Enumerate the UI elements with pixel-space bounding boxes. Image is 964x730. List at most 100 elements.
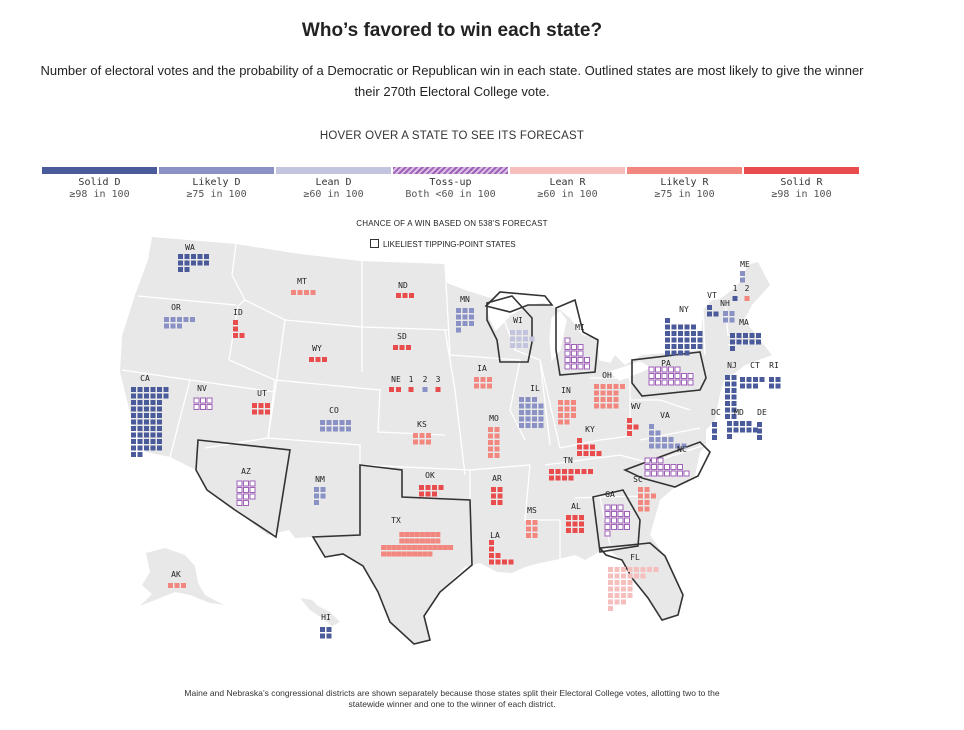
ev-square [577,444,582,450]
ev-square [150,439,156,444]
ev-square [137,400,143,405]
ev-square [697,331,703,336]
ev-square [555,475,561,481]
ev-square [131,393,136,399]
state-label: SC [633,475,643,484]
ev-square [206,404,213,410]
ev-square [525,410,531,415]
state-ca [131,387,169,457]
state-ok [419,485,444,497]
ev-square [164,323,169,329]
ev-square [604,530,611,537]
state-label: AR [492,474,502,483]
ev-square [538,423,544,428]
ev-square [730,346,735,351]
state-label: CT [750,361,760,370]
state-label: NC [677,445,687,454]
legend-label: Solid D [78,177,121,188]
ev-square [526,520,531,525]
tipping-outline-pa [631,351,707,397]
state-oh [594,384,625,409]
ev-square [430,532,436,537]
ev-square [425,485,431,490]
ev-square [409,538,415,544]
ev-square [170,317,176,322]
ev-square [339,426,345,432]
ev-square [469,321,474,326]
ev-square [624,524,630,530]
ev-square [633,424,639,430]
ev-square [756,333,761,338]
ev-square [608,573,613,579]
ev-square [419,439,425,445]
ev-square [733,421,739,426]
ev-square [731,388,737,393]
ev-square [725,401,730,406]
ev-square [249,480,256,487]
ev-square [137,452,143,457]
state-label: SD [397,332,407,341]
ev-square [746,377,752,382]
ev-square [611,504,617,511]
ev-square [665,318,670,323]
ev-square [725,388,730,393]
ev-square [731,375,737,380]
ev-square [655,430,661,436]
ev-square [662,437,667,442]
ev-square [417,545,423,550]
ev-square [564,363,571,370]
ev-square [608,593,613,598]
ev-square [620,384,625,389]
state-wv [627,418,639,436]
ev-square [243,500,249,506]
ev-square [649,443,654,449]
ev-square [564,419,570,425]
legend-label: Lean D [315,177,352,188]
ev-square [137,439,143,444]
ev-square [131,445,136,451]
ev-square [532,526,538,532]
state-label: MI [575,323,585,332]
ev-square [480,383,486,389]
ev-square [516,330,522,335]
ev-square [549,469,554,474]
ev-square [333,426,338,432]
ev-square [668,366,674,373]
ev-square [339,420,345,425]
state-labels: WA OR CA NV ID MT WY UT AZ CO NM ND SD KS OK TX MN IA MO AR… [140,243,779,622]
ev-square [670,470,677,477]
ev-square [644,500,650,505]
tipping-point-label: LIKELIEST TIPPING-POINT STATES [383,240,516,249]
state-ms [526,520,538,538]
ev-square [131,432,136,438]
ev-square [462,308,468,313]
ev-square [409,293,414,298]
ev-square [671,344,677,349]
ev-square [657,470,664,477]
state-label: IL [530,384,540,393]
legend-swatch [276,167,391,174]
ev-square [634,567,639,572]
state-label: ID [233,308,243,317]
ev-square [740,271,745,276]
ev-square [297,290,303,295]
ev-square [727,421,732,426]
ev-square [157,413,162,418]
ev-square [665,350,670,356]
ev-square [425,538,431,544]
ev-square [677,470,683,477]
ev-square [712,422,717,427]
ev-square [427,545,433,550]
state-label: TX [391,516,401,525]
ev-square [727,434,732,439]
state-sc [638,487,656,512]
state-label: MN [460,295,470,304]
ev-square [174,583,180,588]
ev-square [144,400,149,405]
ev-square [604,524,611,530]
legend-item-leanR: Lean R ≥60 in 100 [510,167,625,200]
ev-square [564,406,570,412]
state-pa [648,366,694,386]
ev-square [731,381,737,387]
ev-square [564,413,570,418]
